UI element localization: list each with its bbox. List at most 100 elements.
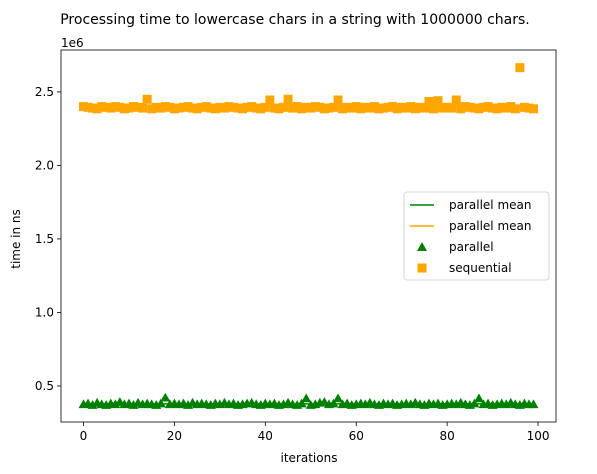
sequential-point — [483, 102, 493, 112]
sequential-point — [310, 102, 320, 112]
sequential-point — [474, 104, 484, 114]
sequential-point — [329, 102, 338, 112]
parallel-point — [160, 392, 171, 402]
sequential-point — [438, 103, 448, 113]
sequential-point — [201, 102, 211, 112]
sequential-point — [388, 102, 398, 112]
parallel-point — [333, 393, 344, 403]
sequential-point — [456, 104, 466, 114]
y-tick-label: 1.0 — [35, 305, 54, 319]
sequential-point — [488, 103, 498, 113]
y-tick-label: 1.5 — [35, 232, 54, 246]
chart-title: Processing time to lowercase chars in a … — [60, 12, 530, 28]
sequential-point — [160, 102, 170, 112]
sequential-point — [279, 102, 288, 112]
legend-label: parallel — [449, 240, 494, 254]
sequential-point — [292, 102, 302, 112]
sequential-point — [401, 103, 411, 113]
sequential-point — [506, 102, 516, 112]
sequential-point — [351, 102, 361, 112]
sequential-point — [229, 102, 238, 112]
sequential-point — [83, 102, 93, 112]
sequential-point — [174, 103, 184, 113]
sequential-point — [415, 102, 425, 112]
sequential-point — [124, 103, 134, 113]
sequential-point — [88, 103, 98, 113]
sequential-point — [424, 96, 434, 106]
legend-swatch-triangle — [417, 242, 427, 251]
x-tick-label: 100 — [527, 429, 550, 443]
sequential-point — [392, 104, 402, 114]
sequential-point — [365, 103, 375, 113]
sequential-point — [101, 102, 111, 112]
sequential-point — [442, 102, 452, 112]
x-tick-label: 20 — [167, 429, 182, 443]
sequential-point — [492, 104, 502, 114]
sequential-point — [142, 94, 152, 104]
sequential-point — [333, 95, 343, 105]
parallel-point — [328, 398, 339, 408]
sequential-point — [301, 102, 311, 112]
sequential-point — [306, 103, 316, 113]
sequential-point — [183, 102, 193, 112]
sequential-point — [383, 102, 393, 112]
x-axis-label: iterations — [281, 451, 338, 465]
parallel-point — [183, 400, 194, 409]
sequential-point — [251, 103, 261, 113]
sequential-point — [169, 104, 179, 114]
sequential-point — [451, 95, 461, 105]
sequential-point — [374, 104, 384, 114]
y-axis-ticks: 0.5 1.0 1.5 2.0 2.5 — [35, 85, 61, 393]
sequential-point — [92, 104, 102, 114]
sequential-point — [238, 104, 248, 114]
sequential-point — [315, 102, 325, 112]
x-tick-label: 40 — [258, 429, 273, 443]
sequential-point — [429, 104, 438, 114]
sequential-point — [147, 104, 157, 114]
legend-swatch-square — [417, 263, 427, 273]
sequential-point — [97, 102, 107, 112]
parallel-point — [528, 399, 539, 409]
y-tick-label: 2.0 — [35, 158, 54, 172]
plot-frame — [60, 49, 557, 423]
legend-label: parallel mean — [449, 198, 532, 212]
sequential-point — [479, 102, 488, 112]
sequential-point — [192, 104, 202, 114]
sequential-point — [219, 103, 229, 113]
sequential-point — [356, 104, 366, 114]
parallel-point — [155, 398, 166, 408]
parallel-point — [473, 393, 484, 403]
parallel-point — [128, 400, 139, 409]
sequential-point — [338, 104, 348, 114]
sequential-point — [106, 103, 116, 113]
sequential-point — [110, 102, 120, 112]
sequential-point — [133, 102, 143, 112]
sequential-point — [224, 102, 234, 112]
sequential-point — [215, 102, 225, 112]
sequential-point — [151, 102, 161, 112]
sequential-point — [247, 102, 257, 112]
sequential-point — [501, 103, 511, 113]
sequential-point — [297, 104, 307, 114]
y-tick-label: 2.5 — [35, 85, 54, 99]
y-axis-label: time in ns — [9, 209, 23, 269]
sequential-point — [206, 103, 216, 113]
sequential-point — [79, 102, 88, 112]
sequential-point — [210, 104, 220, 114]
sequential-point — [319, 104, 329, 114]
sequential-point — [233, 103, 243, 113]
sequential-point — [406, 102, 416, 112]
sequential-point — [179, 102, 188, 112]
x-axis-ticks: 0 20 40 60 80 100 — [80, 422, 550, 443]
parallel-point — [87, 400, 98, 409]
x-tick-label: 0 — [80, 429, 88, 443]
sequential-point — [283, 94, 293, 104]
sequential-point — [410, 104, 420, 114]
sequential-point — [165, 102, 175, 112]
sequential-point — [138, 103, 148, 113]
sequential-point — [274, 104, 284, 114]
sequential-point — [397, 102, 407, 112]
sequential-point — [347, 103, 357, 113]
plot-area — [78, 63, 539, 409]
